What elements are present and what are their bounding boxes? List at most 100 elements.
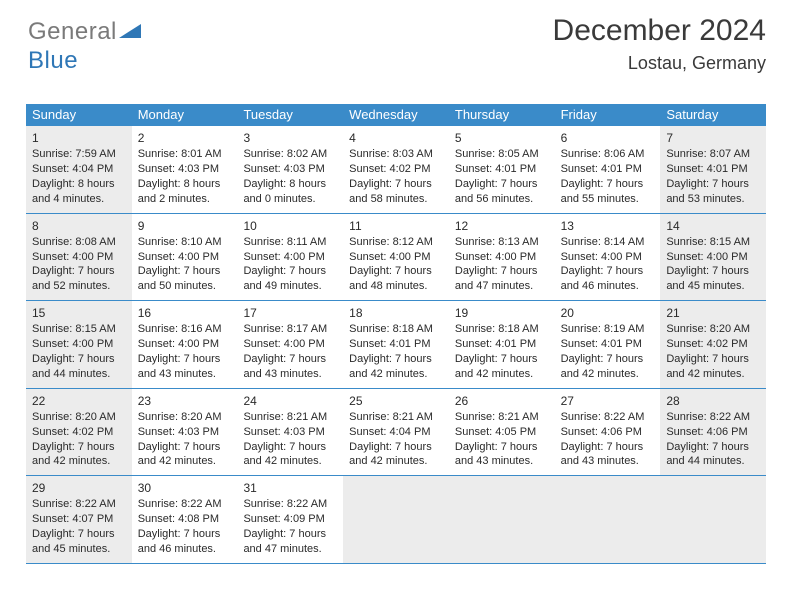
day-number: 2 — [138, 130, 234, 146]
daylight-line-1: Daylight: 7 hours — [666, 440, 762, 455]
sunset-line: Sunset: 4:00 PM — [32, 337, 128, 352]
daylight-line-2: and 44 minutes. — [666, 454, 762, 469]
daylight-line-1: Daylight: 8 hours — [138, 177, 234, 192]
daylight-line-2: and 52 minutes. — [32, 279, 128, 294]
empty-day-cell — [343, 476, 449, 563]
week-row: 29Sunrise: 8:22 AMSunset: 4:07 PMDayligh… — [26, 476, 766, 564]
sunrise-line: Sunrise: 8:11 AM — [243, 235, 339, 250]
weekday-header: Friday — [555, 104, 661, 126]
daylight-line-1: Daylight: 7 hours — [349, 177, 445, 192]
day-number: 18 — [349, 305, 445, 321]
daylight-line-2: and 47 minutes. — [243, 542, 339, 557]
sunset-line: Sunset: 4:03 PM — [138, 162, 234, 177]
daylight-line-1: Daylight: 7 hours — [243, 352, 339, 367]
daylight-line-1: Daylight: 7 hours — [349, 352, 445, 367]
daylight-line-1: Daylight: 7 hours — [455, 440, 551, 455]
day-number: 17 — [243, 305, 339, 321]
day-cell: 20Sunrise: 8:19 AMSunset: 4:01 PMDayligh… — [555, 301, 661, 388]
sunrise-line: Sunrise: 8:22 AM — [138, 497, 234, 512]
day-cell: 11Sunrise: 8:12 AMSunset: 4:00 PMDayligh… — [343, 214, 449, 301]
week-row: 1Sunrise: 7:59 AMSunset: 4:04 PMDaylight… — [26, 126, 766, 214]
day-number: 26 — [455, 393, 551, 409]
daylight-line-2: and 48 minutes. — [349, 279, 445, 294]
weekday-header: Tuesday — [237, 104, 343, 126]
day-number: 12 — [455, 218, 551, 234]
week-row: 22Sunrise: 8:20 AMSunset: 4:02 PMDayligh… — [26, 389, 766, 477]
daylight-line-1: Daylight: 7 hours — [243, 440, 339, 455]
sunrise-line: Sunrise: 8:22 AM — [666, 410, 762, 425]
daylight-line-2: and 50 minutes. — [138, 279, 234, 294]
calendar-grid: SundayMondayTuesdayWednesdayThursdayFrid… — [26, 104, 766, 564]
daylight-line-1: Daylight: 7 hours — [561, 177, 657, 192]
daylight-line-1: Daylight: 7 hours — [455, 264, 551, 279]
day-number: 22 — [32, 393, 128, 409]
weeks-container: 1Sunrise: 7:59 AMSunset: 4:04 PMDaylight… — [26, 126, 766, 564]
daylight-line-2: and 58 minutes. — [349, 192, 445, 207]
day-cell: 19Sunrise: 8:18 AMSunset: 4:01 PMDayligh… — [449, 301, 555, 388]
sunset-line: Sunset: 4:09 PM — [243, 512, 339, 527]
daylight-line-2: and 44 minutes. — [32, 367, 128, 382]
daylight-line-1: Daylight: 7 hours — [561, 352, 657, 367]
day-number: 8 — [32, 218, 128, 234]
sunset-line: Sunset: 4:01 PM — [455, 162, 551, 177]
day-cell: 13Sunrise: 8:14 AMSunset: 4:00 PMDayligh… — [555, 214, 661, 301]
sunset-line: Sunset: 4:03 PM — [138, 425, 234, 440]
day-cell: 29Sunrise: 8:22 AMSunset: 4:07 PMDayligh… — [26, 476, 132, 563]
daylight-line-1: Daylight: 7 hours — [349, 264, 445, 279]
daylight-line-1: Daylight: 7 hours — [32, 264, 128, 279]
day-number: 7 — [666, 130, 762, 146]
daylight-line-2: and 0 minutes. — [243, 192, 339, 207]
day-number: 27 — [561, 393, 657, 409]
day-cell: 1Sunrise: 7:59 AMSunset: 4:04 PMDaylight… — [26, 126, 132, 213]
title-block: December 2024 Lostau, Germany — [553, 14, 766, 74]
day-cell: 16Sunrise: 8:16 AMSunset: 4:00 PMDayligh… — [132, 301, 238, 388]
daylight-line-2: and 43 minutes. — [455, 454, 551, 469]
logo-text-2: Blue — [28, 47, 78, 74]
sunset-line: Sunset: 4:02 PM — [666, 337, 762, 352]
sunset-line: Sunset: 4:00 PM — [455, 250, 551, 265]
day-cell: 5Sunrise: 8:05 AMSunset: 4:01 PMDaylight… — [449, 126, 555, 213]
sunset-line: Sunset: 4:04 PM — [349, 425, 445, 440]
daylight-line-2: and 45 minutes. — [32, 542, 128, 557]
daylight-line-1: Daylight: 7 hours — [32, 440, 128, 455]
sunset-line: Sunset: 4:00 PM — [561, 250, 657, 265]
sunrise-line: Sunrise: 8:19 AM — [561, 322, 657, 337]
week-row: 8Sunrise: 8:08 AMSunset: 4:00 PMDaylight… — [26, 214, 766, 302]
day-cell: 30Sunrise: 8:22 AMSunset: 4:08 PMDayligh… — [132, 476, 238, 563]
daylight-line-2: and 43 minutes. — [243, 367, 339, 382]
day-number: 6 — [561, 130, 657, 146]
daylight-line-2: and 46 minutes. — [561, 279, 657, 294]
sunset-line: Sunset: 4:04 PM — [32, 162, 128, 177]
daylight-line-2: and 42 minutes. — [349, 454, 445, 469]
day-cell: 15Sunrise: 8:15 AMSunset: 4:00 PMDayligh… — [26, 301, 132, 388]
daylight-line-1: Daylight: 7 hours — [138, 352, 234, 367]
sunset-line: Sunset: 4:00 PM — [243, 337, 339, 352]
sunset-line: Sunset: 4:02 PM — [349, 162, 445, 177]
daylight-line-2: and 55 minutes. — [561, 192, 657, 207]
empty-day-cell — [449, 476, 555, 563]
day-cell: 8Sunrise: 8:08 AMSunset: 4:00 PMDaylight… — [26, 214, 132, 301]
day-number: 28 — [666, 393, 762, 409]
daylight-line-1: Daylight: 7 hours — [32, 352, 128, 367]
day-number: 30 — [138, 480, 234, 496]
sunrise-line: Sunrise: 8:22 AM — [561, 410, 657, 425]
sunrise-line: Sunrise: 8:17 AM — [243, 322, 339, 337]
day-cell: 6Sunrise: 8:06 AMSunset: 4:01 PMDaylight… — [555, 126, 661, 213]
sunrise-line: Sunrise: 8:20 AM — [666, 322, 762, 337]
daylight-line-1: Daylight: 7 hours — [243, 264, 339, 279]
sunrise-line: Sunrise: 8:20 AM — [138, 410, 234, 425]
day-number: 15 — [32, 305, 128, 321]
daylight-line-2: and 42 minutes. — [243, 454, 339, 469]
sunset-line: Sunset: 4:03 PM — [243, 162, 339, 177]
daylight-line-2: and 43 minutes. — [561, 454, 657, 469]
sunrise-line: Sunrise: 8:06 AM — [561, 147, 657, 162]
day-number: 1 — [32, 130, 128, 146]
daylight-line-1: Daylight: 7 hours — [243, 527, 339, 542]
day-cell: 14Sunrise: 8:15 AMSunset: 4:00 PMDayligh… — [660, 214, 766, 301]
daylight-line-2: and 53 minutes. — [666, 192, 762, 207]
day-cell: 2Sunrise: 8:01 AMSunset: 4:03 PMDaylight… — [132, 126, 238, 213]
sunrise-line: Sunrise: 8:03 AM — [349, 147, 445, 162]
brand-logo: General Blue — [28, 18, 141, 75]
day-number: 24 — [243, 393, 339, 409]
empty-day-cell — [660, 476, 766, 563]
